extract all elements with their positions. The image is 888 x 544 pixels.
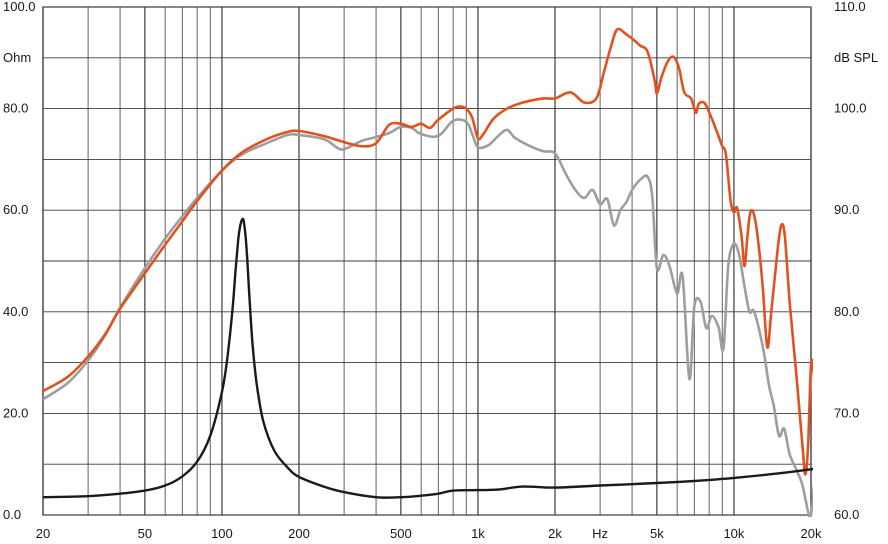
right-axis-unit-label: dB SPL — [834, 50, 878, 65]
x-axis-tick-label: 20 — [36, 526, 50, 541]
impedance-curve — [43, 217, 813, 499]
left-axis-tick-label: 40.0 — [3, 304, 28, 319]
left-axis-tick-label: 0.0 — [3, 507, 21, 522]
right-axis-tick-label: 80.0 — [834, 304, 859, 319]
right-axis-tick-label: 70.0 — [834, 405, 859, 420]
x-axis-tick-label: 100 — [211, 526, 233, 541]
x-axis-tick-label: 2k — [548, 526, 562, 541]
x-axis-tick-label: 50 — [138, 526, 152, 541]
labels: Ohm dB SPL Hz 0.0 20.0 40.0 60.0 80.0 100.0 60… — [3, 0, 878, 541]
right-axis-tick-label: 100.0 — [834, 101, 867, 116]
spl-on-axis-curve — [43, 27, 813, 476]
x-axis-tick-label: 200 — [288, 526, 310, 541]
x-axis-tick-label: 1k — [471, 526, 485, 541]
x-axis-tick-label: 10k — [723, 526, 744, 541]
left-axis-tick-label: 60.0 — [3, 202, 28, 217]
x-axis-tick-label: 500 — [390, 526, 412, 541]
right-axis-tick-label: 60.0 — [834, 507, 859, 522]
left-axis-tick-label: 80.0 — [3, 101, 28, 116]
left-axis-unit-label: Ohm — [3, 50, 31, 65]
right-axis-tick-label: 90.0 — [834, 202, 859, 217]
grid — [42, 6, 812, 516]
curves — [43, 27, 813, 517]
right-axis-tick-label: 110.0 — [834, 0, 866, 14]
left-axis-tick-label: 100.0 — [3, 0, 36, 14]
plot-frame — [42, 6, 812, 516]
left-axis-tick-label: 20.0 — [3, 405, 28, 420]
x-axis-tick-label: 20k — [801, 526, 822, 541]
x-axis-unit-label: Hz — [592, 526, 608, 541]
x-axis-tick-label: 5k — [650, 526, 664, 541]
spl-off-axis-curve — [43, 118, 813, 517]
